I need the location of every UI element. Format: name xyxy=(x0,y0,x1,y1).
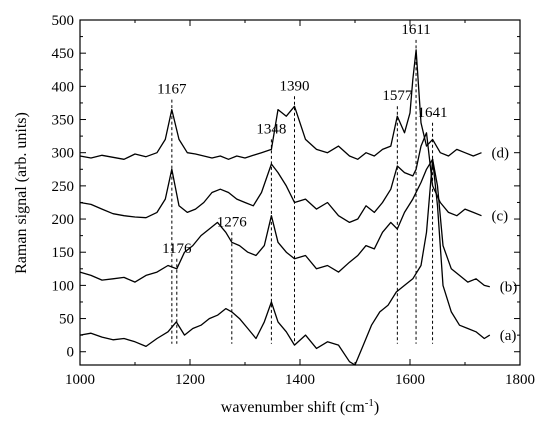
y-tick-label: 200 xyxy=(52,212,75,228)
y-tick-label: 100 xyxy=(52,278,75,294)
peak-label-1276: 1276 xyxy=(217,214,248,230)
peak-markers-group xyxy=(171,39,434,344)
y-tick-label: 300 xyxy=(52,146,75,162)
y-tick-label: 500 xyxy=(52,13,75,29)
trace-label-a: (a) xyxy=(500,328,517,344)
x-tick-label: 1400 xyxy=(285,372,315,388)
series-line-a xyxy=(79,158,491,366)
x-axis-title: wavenumber shift (cm-1) xyxy=(221,397,379,416)
trace-labels-group: (a) (b) (c) (d) xyxy=(492,146,518,344)
trace-label-c: (c) xyxy=(492,209,509,225)
series-line-b xyxy=(79,158,490,288)
trace-label-d: (d) xyxy=(492,146,510,162)
series-line-c xyxy=(79,132,482,224)
y-tick-label: 150 xyxy=(52,245,75,261)
plot-series-group xyxy=(79,49,491,366)
x-tick-label: 1000 xyxy=(65,372,95,388)
peak-label-1348: 1348 xyxy=(256,121,286,137)
peak-label-1641: 1641 xyxy=(418,105,448,121)
y-tick-label: 250 xyxy=(52,179,75,195)
peak-label-1390: 1390 xyxy=(280,78,310,94)
y-axis: 0 50 100 150 200 250 300 350 400 450 500 xyxy=(52,13,520,361)
y-tick-label: 450 xyxy=(52,46,75,62)
series-line-d xyxy=(79,49,482,160)
trace-label-b: (b) xyxy=(500,280,518,296)
x-tick-label: 1800 xyxy=(505,372,535,388)
y-tick-label: 50 xyxy=(59,312,74,328)
x-axis: 1000 1200 1400 1600 1800 xyxy=(65,20,535,388)
peak-label-1577: 1577 xyxy=(382,88,413,104)
plot-frame xyxy=(79,19,521,366)
y-axis-title: Raman signal (arb. units) xyxy=(13,112,30,274)
peak-label-1611: 1611 xyxy=(401,22,430,38)
peak-labels-group: 1167 1348 1390 1577 1611 1641 1176 1276 xyxy=(157,22,447,257)
y-tick-label: 0 xyxy=(67,345,75,361)
x-tick-label: 1600 xyxy=(395,372,425,388)
x-tick-label: 1200 xyxy=(175,372,205,388)
y-tick-label: 350 xyxy=(52,113,75,129)
y-tick-label: 400 xyxy=(52,79,75,95)
peak-label-1167: 1167 xyxy=(157,82,187,98)
peak-label-1176: 1176 xyxy=(162,241,192,257)
